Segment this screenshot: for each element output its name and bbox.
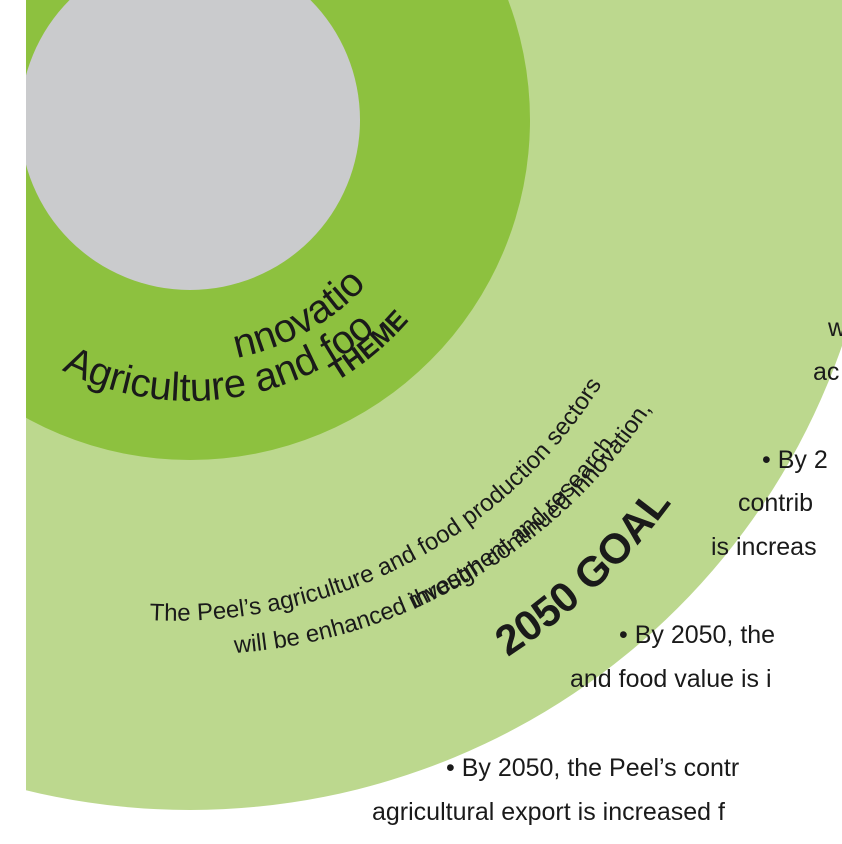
- target-2-line3: is increas: [711, 533, 817, 561]
- target-4-line2: agricultural export is increased f: [372, 798, 725, 826]
- target-3-line1: • By 2050, the: [619, 621, 775, 649]
- target-1-line1: w: [827, 314, 842, 342]
- target-2-line1: • By 2: [762, 446, 828, 474]
- target-3-line2: and food value is i: [570, 665, 772, 693]
- target-2-line2: contrib: [738, 489, 813, 517]
- left-margin: [0, 0, 26, 844]
- target-4-line1: • By 2050, the Peel’s contr: [446, 754, 739, 782]
- target-1-line2: ac: [813, 358, 839, 386]
- core-circle: [20, 0, 360, 290]
